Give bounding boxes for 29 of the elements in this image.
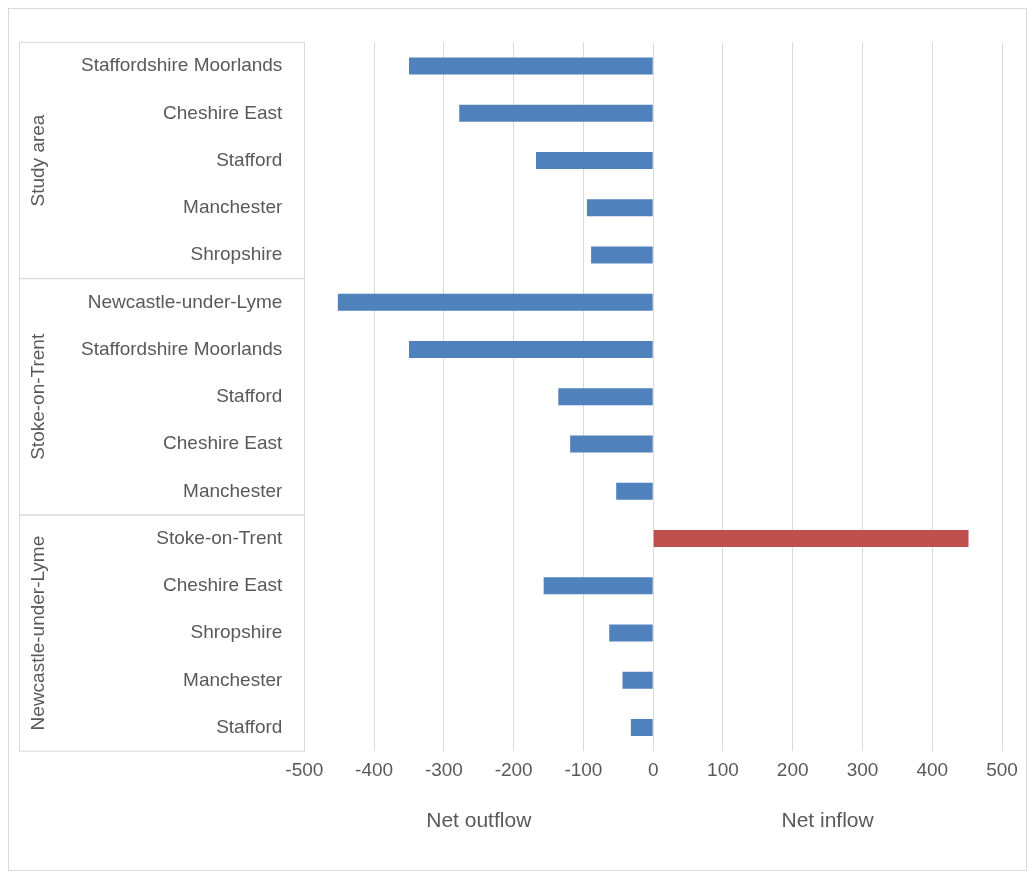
y-tick-label: Cheshire East <box>163 101 284 123</box>
y-tick-label: Stoke-on-Trent <box>156 526 284 548</box>
y-tick-label: Cheshire East <box>163 432 284 454</box>
y-tick-label: Staffordshire Moorlands <box>80 54 283 76</box>
x-tick-label: -300 <box>424 758 463 780</box>
x-tick-label: -200 <box>494 758 533 780</box>
y-tick-label: Staffordshire Moorlands <box>80 337 283 359</box>
y-tick-label: Manchester <box>183 196 284 218</box>
y-tick-label: Stafford <box>216 148 283 170</box>
y-tick-label: Manchester <box>183 668 284 690</box>
y-tick-label: Stafford <box>216 715 283 737</box>
y-tick-label: Shropshire <box>190 621 283 643</box>
x-tick-label: 300 <box>846 758 879 780</box>
y-tick-label: Manchester <box>183 479 284 501</box>
x-tick-label: 200 <box>776 758 809 780</box>
x-tick-label: 100 <box>707 758 739 780</box>
x-tick-label: -400 <box>355 758 394 780</box>
y-tick-label: Shropshire <box>190 243 283 265</box>
x-tick-label: 400 <box>916 758 949 780</box>
x-tick-label: 500 <box>986 758 1018 780</box>
text: Net inflow <box>781 808 875 831</box>
x-axis-title: Net outflow <box>426 808 533 831</box>
x-tick-label: 0 <box>647 758 659 780</box>
x-tick-label: -100 <box>564 758 603 780</box>
y-tick-label: Stafford <box>216 385 283 407</box>
text: Study area <box>27 114 49 207</box>
y-tick-label: Cheshire East <box>163 574 284 596</box>
x-tick-label: -500 <box>285 758 324 780</box>
y-tick-label: Newcastle-under-Lyme <box>87 290 283 312</box>
